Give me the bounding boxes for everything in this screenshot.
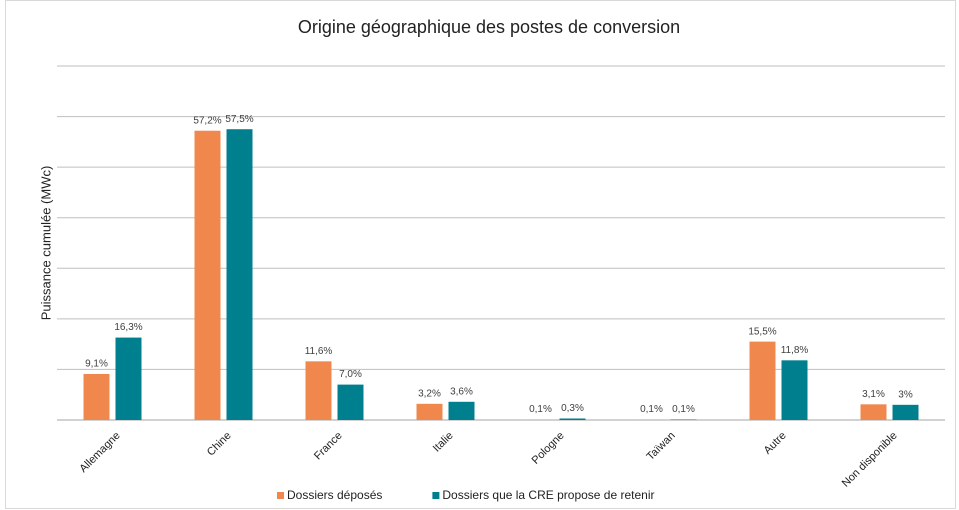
x-tick-label: Autre xyxy=(762,430,789,457)
bar xyxy=(194,130,221,420)
data-label: 0,1% xyxy=(640,404,663,415)
bar xyxy=(781,360,808,420)
data-label: 57,5% xyxy=(225,114,253,125)
chart-title: Origine géographique des postes de conve… xyxy=(298,17,680,37)
x-tick-label: Taïwan xyxy=(645,430,678,463)
data-label: 3,2% xyxy=(418,388,441,399)
data-label: 0,1% xyxy=(672,404,695,415)
legend-swatch xyxy=(432,492,440,499)
bar xyxy=(559,418,586,420)
x-tick-label: Allemagne xyxy=(77,430,122,475)
x-tick-label: Pologne xyxy=(530,430,567,467)
x-tick-label: Chine xyxy=(205,430,234,459)
bar xyxy=(226,129,253,420)
data-label: 3% xyxy=(898,389,913,400)
bar xyxy=(892,404,919,420)
bar xyxy=(337,384,364,420)
bar xyxy=(670,419,697,420)
data-label: 3,6% xyxy=(450,386,473,397)
bar xyxy=(638,419,665,420)
bar xyxy=(749,341,776,420)
legend-swatch xyxy=(277,492,284,499)
data-label: 16,3% xyxy=(114,322,142,333)
bar xyxy=(305,361,332,420)
data-label: 15,5% xyxy=(748,326,776,337)
data-label: 57,2% xyxy=(193,115,221,126)
x-tick-label: France xyxy=(312,430,345,463)
data-label: 11,6% xyxy=(305,346,333,357)
bar xyxy=(860,404,887,420)
chart-frame xyxy=(5,0,956,509)
bar xyxy=(83,373,110,420)
data-label: 0,1% xyxy=(529,404,552,415)
data-label: 9,1% xyxy=(85,359,108,370)
y-axis-label: Puissance cumulée (MWc) xyxy=(38,166,53,321)
bar xyxy=(416,403,443,420)
data-label: 0,3% xyxy=(561,403,584,414)
bar xyxy=(115,337,142,420)
data-label: 3,1% xyxy=(862,389,885,400)
x-tick-label: Non disponible xyxy=(840,430,900,490)
bar xyxy=(527,419,554,420)
x-tick-label: Italie xyxy=(431,430,456,455)
legend-label: Dossiers déposés xyxy=(287,488,382,502)
bar xyxy=(448,401,475,420)
data-label: 11,8% xyxy=(781,345,809,356)
legend-label: Dossiers que la CRE propose de retenir xyxy=(442,488,654,502)
data-label: 7,0% xyxy=(339,369,362,380)
